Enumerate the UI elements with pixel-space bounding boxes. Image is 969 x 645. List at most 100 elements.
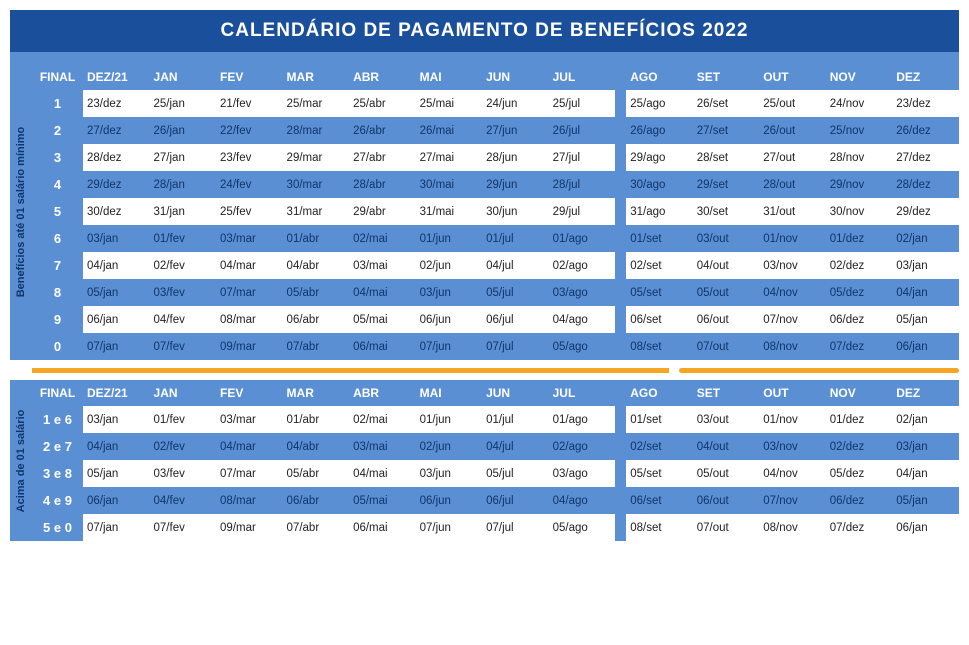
col-header: JUN <box>482 380 549 406</box>
cell: 04/ago <box>549 306 616 333</box>
cell: 04/nov <box>759 279 826 306</box>
table-row: 007/jan07/fev09/mar07/abr06/mai07/jun07/… <box>32 333 959 360</box>
cell: 06/jul <box>482 487 549 514</box>
cell: 06/jan <box>892 514 959 541</box>
cell: 31/jan <box>150 198 217 225</box>
cell-final: 5 e 0 <box>32 514 83 541</box>
cell: 02/jun <box>416 252 483 279</box>
cell: 04/ago <box>549 487 616 514</box>
divider-left <box>32 368 669 373</box>
cell: 09/mar <box>216 514 283 541</box>
cell: 30/nov <box>826 198 893 225</box>
col-header: SET <box>693 380 760 406</box>
cell: 03/jan <box>83 406 150 433</box>
table-row: 1 e 603/jan01/fev03/mar01/abr02/mai01/ju… <box>32 406 959 433</box>
col-header: FINAL <box>32 380 83 406</box>
cell: 06/jan <box>83 487 150 514</box>
table-header-row: FINALDEZ/21JANFEVMARABRMAIJUNJULAGOSETOU… <box>32 64 959 90</box>
cell: 27/dez <box>892 144 959 171</box>
cell-final: 3 <box>32 144 83 171</box>
table-header-row: FINALDEZ/21JANFEVMARABRMAIJUNJULAGOSETOU… <box>32 380 959 406</box>
cell: 26/out <box>759 117 826 144</box>
col-header: ABR <box>349 64 416 90</box>
cell: 28/jun <box>482 144 549 171</box>
cell: 03/mar <box>216 225 283 252</box>
cell: 07/dez <box>826 514 893 541</box>
cell: 06/dez <box>826 487 893 514</box>
cell: 01/jul <box>482 406 549 433</box>
cell: 29/mar <box>283 144 350 171</box>
cell-final: 8 <box>32 279 83 306</box>
divider-right <box>679 368 959 373</box>
cell: 29/dez <box>892 198 959 225</box>
col-header: OUT <box>759 380 826 406</box>
cell: 25/out <box>759 90 826 117</box>
cell: 29/jun <box>482 171 549 198</box>
table-row: 530/dez31/jan25/fev31/mar29/abr31/mai30/… <box>32 198 959 225</box>
cell: 06/jun <box>416 306 483 333</box>
cell: 04/out <box>693 433 760 460</box>
cell: 07/jul <box>482 333 549 360</box>
cell: 27/jun <box>482 117 549 144</box>
cell: 25/nov <box>826 117 893 144</box>
col-header: DEZ <box>892 380 959 406</box>
cell: 06/jan <box>83 306 150 333</box>
cell: 05/mai <box>349 306 416 333</box>
col-header: MAR <box>283 380 350 406</box>
cell: 04/jan <box>83 433 150 460</box>
col-header: FINAL <box>32 64 83 90</box>
cell: 06/jul <box>482 306 549 333</box>
cell: 04/fev <box>150 487 217 514</box>
cell: 03/fev <box>150 279 217 306</box>
cell: 01/fev <box>150 406 217 433</box>
col-header: MAR <box>283 64 350 90</box>
table-row: 4 e 906/jan04/fev08/mar06/abr05/mai06/ju… <box>32 487 959 514</box>
cell: 02/set <box>626 252 693 279</box>
col-header: SET <box>693 64 760 90</box>
cell: 08/nov <box>759 333 826 360</box>
cell: 29/abr <box>349 198 416 225</box>
cell: 01/abr <box>283 225 350 252</box>
cell: 02/set <box>626 433 693 460</box>
cell: 25/ago <box>626 90 693 117</box>
cell: 01/ago <box>549 225 616 252</box>
cell: 05/set <box>626 460 693 487</box>
cell: 07/abr <box>283 514 350 541</box>
cell-final: 5 <box>32 198 83 225</box>
cell: 28/out <box>759 171 826 198</box>
cell: 05/abr <box>283 279 350 306</box>
cell: 30/set <box>693 198 760 225</box>
cell: 07/fev <box>150 514 217 541</box>
cell: 04/jan <box>83 252 150 279</box>
cell: 07/mar <box>216 279 283 306</box>
cell: 05/out <box>693 460 760 487</box>
cell: 07/out <box>693 514 760 541</box>
cell: 03/mar <box>216 406 283 433</box>
section-1: Benefícios até 01 salário mínimo FINALDE… <box>10 64 959 360</box>
cell: 30/dez <box>83 198 150 225</box>
cell: 03/out <box>693 406 760 433</box>
cell: 28/jul <box>549 171 616 198</box>
gap-col <box>615 279 626 306</box>
cell: 04/fev <box>150 306 217 333</box>
table-row: 429/dez28/jan24/fev30/mar28/abr30/mai29/… <box>32 171 959 198</box>
cell: 07/jun <box>416 514 483 541</box>
cell: 05/out <box>693 279 760 306</box>
cell: 06/abr <box>283 487 350 514</box>
table-row: 123/dez25/jan21/fev25/mar25/abr25/mai24/… <box>32 90 959 117</box>
cell: 29/ago <box>626 144 693 171</box>
gap-col <box>615 433 626 460</box>
col-header: JUL <box>549 64 616 90</box>
cell: 02/jan <box>892 225 959 252</box>
gap-col <box>615 252 626 279</box>
cell: 07/nov <box>759 306 826 333</box>
cell: 08/nov <box>759 514 826 541</box>
cell: 05/mai <box>349 487 416 514</box>
cell-final: 1 <box>32 90 83 117</box>
cell: 06/mai <box>349 514 416 541</box>
cell: 02/ago <box>549 252 616 279</box>
cell: 28/abr <box>349 171 416 198</box>
cell: 28/set <box>693 144 760 171</box>
cell: 06/mai <box>349 333 416 360</box>
section-divider <box>10 360 959 380</box>
